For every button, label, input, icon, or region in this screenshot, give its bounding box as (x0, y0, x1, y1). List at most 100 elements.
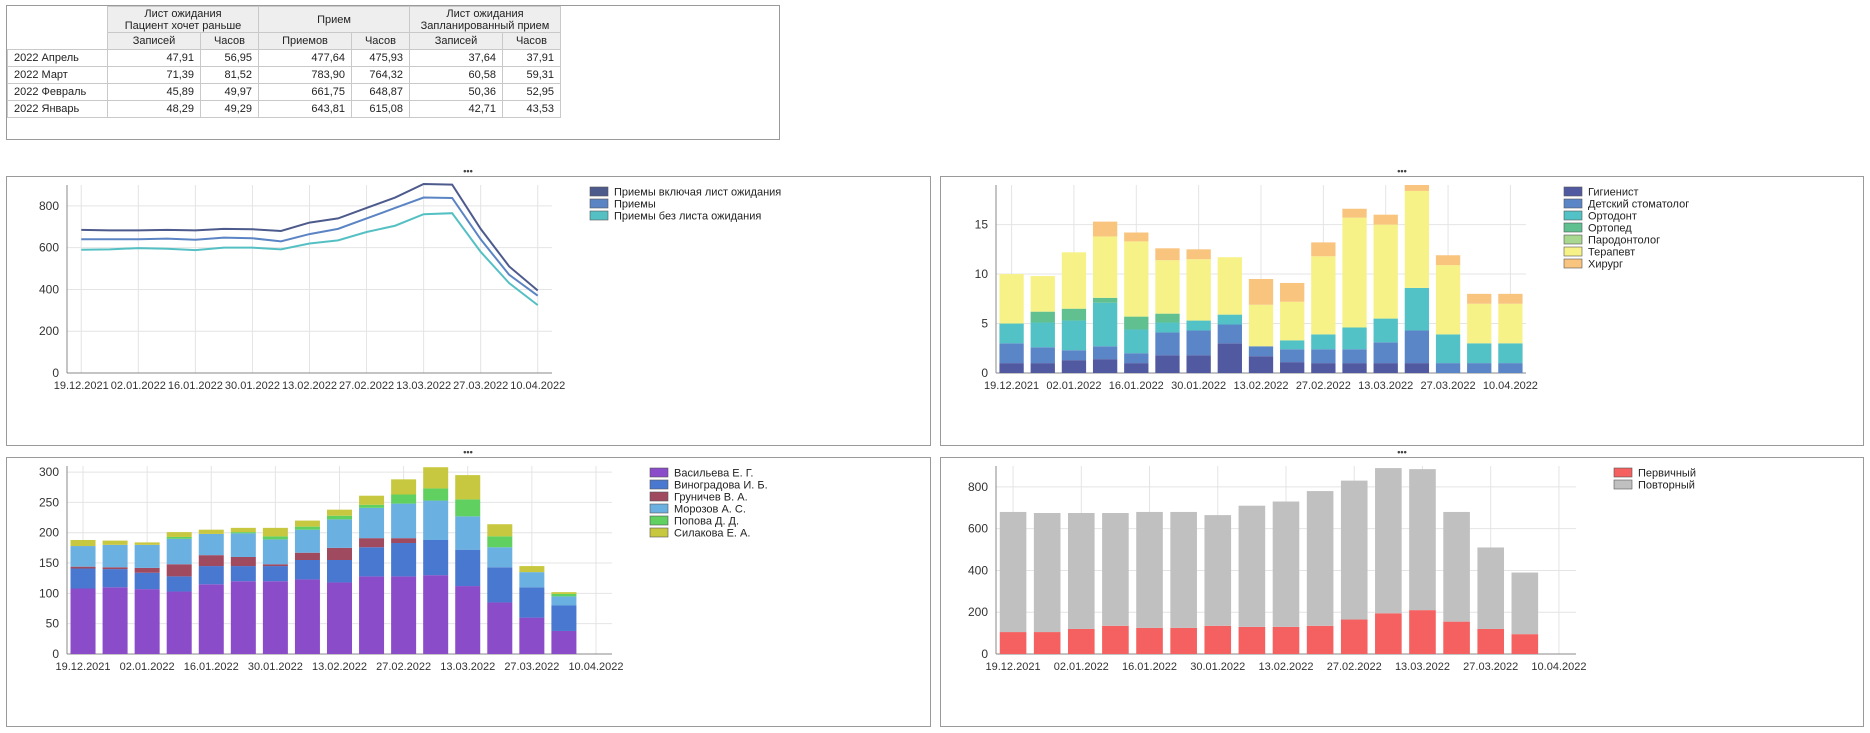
column-header[interactable]: Часов (351, 32, 410, 50)
bar-segment (166, 591, 192, 654)
x-tick-label: 19.12.2021 (54, 380, 109, 392)
bar-segment (1124, 316, 1149, 330)
legend-swatch (649, 467, 669, 478)
bar-segment (1092, 359, 1118, 373)
bar-segment (262, 566, 288, 582)
bar-segment (423, 539, 449, 576)
splitter-handle[interactable]: ••• (463, 166, 473, 176)
legend-label: Гигиенист (1588, 187, 1639, 199)
x-tick-label: 19.12.2021 (986, 661, 1041, 673)
x-tick-label: 27.03.2022 (1421, 380, 1476, 392)
bar-segment (294, 529, 320, 553)
bar-segment (551, 592, 577, 594)
column-header[interactable]: Записей (107, 32, 201, 50)
appointments-line-chart: 0 200 400 600 800 19.12.2021 02.01.2022 16.01.2… (39, 182, 781, 392)
legend-label: Попова Д. Д. (674, 516, 739, 528)
table-cell: 56,95 (200, 49, 259, 67)
bar-segment (359, 576, 385, 654)
bar-segment (198, 566, 224, 585)
x-tick-label: 16.01.2022 (184, 661, 239, 673)
legend-label: Приемы включая лист ожидания (614, 187, 781, 199)
series-line (81, 182, 539, 292)
bar-segment (1248, 279, 1274, 305)
y-tick-label: 200 (39, 526, 59, 540)
column-header[interactable]: Часов (200, 32, 259, 50)
splitter-handle[interactable]: ••• (1397, 447, 1407, 457)
bar-segment (70, 588, 96, 654)
x-tick-label: 02.01.2022 (120, 661, 175, 673)
x-tick-label: 13.02.2022 (312, 661, 367, 673)
bar-segment (1102, 625, 1129, 654)
x-tick-label: 13.02.2022 (282, 380, 337, 392)
y-tick-label: 300 (39, 465, 59, 479)
bar-segment (1498, 363, 1523, 373)
bar-segment (455, 499, 481, 517)
row-label: 2022 Апрель (7, 49, 108, 67)
legend-swatch (649, 515, 669, 526)
bar-segment (294, 520, 320, 527)
bar-segment (1186, 330, 1211, 356)
legend-label: Детский стоматолог (1588, 199, 1689, 211)
group-header-appointment: Прием (258, 6, 410, 33)
row-label: 2022 Февраль (7, 83, 108, 101)
table-group-header-row: Лист ожидания Пациент хочет раньше Прием… (7, 6, 561, 50)
bar-segment (551, 593, 577, 597)
bar-segment (1272, 626, 1300, 654)
x-tick-label: 27.03.2022 (504, 661, 559, 673)
table-cell: 475,93 (351, 49, 410, 67)
column-header[interactable]: Часов (502, 32, 561, 50)
group-header-line: Прием (317, 13, 351, 26)
splitter-handle[interactable]: ••• (1397, 166, 1407, 176)
table-cell: 50,36 (409, 83, 503, 101)
bar-segment (1342, 217, 1367, 328)
legend-label: Повторный (1638, 480, 1695, 492)
legend-swatch (1563, 210, 1583, 221)
column-header[interactable]: Приемов (258, 32, 352, 50)
x-tick-label: 13.03.2022 (1395, 661, 1450, 673)
bar-segment (326, 547, 353, 560)
table-row[interactable]: 2022 Февраль 45,89 49,97 661,75 648,87 5… (7, 83, 561, 101)
bar-segment (1511, 634, 1539, 654)
x-tick-label: 02.01.2022 (111, 380, 166, 392)
bar-segment (1498, 293, 1523, 304)
column-header[interactable]: Записей (409, 32, 503, 50)
bar-segment (1124, 329, 1149, 354)
bar-segment (1373, 224, 1398, 319)
legend-label: Первичный (1638, 468, 1696, 480)
y-tick-label: 600 (39, 241, 59, 255)
bar-segment (1311, 242, 1336, 257)
bar-segment (519, 566, 545, 573)
bar-segment (1061, 320, 1087, 351)
bar-segment (1092, 236, 1118, 298)
table-cell: 47,91 (107, 49, 201, 67)
bar-segment (230, 527, 256, 533)
y-tick-label: 800 (39, 199, 59, 213)
bar-segment (1311, 363, 1336, 373)
bar-segment (359, 495, 385, 505)
bar-segment (551, 596, 577, 606)
bar-segment (70, 546, 96, 567)
bar-segment (1272, 501, 1300, 627)
bar-segment (326, 509, 353, 516)
table-row[interactable]: 2022 Январь 48,29 49,29 643,81 615,08 42… (7, 100, 561, 118)
splitter-handle[interactable]: ••• (463, 447, 473, 457)
table-row[interactable]: 2022 Март 71,39 81,52 783,90 764,32 60,5… (7, 66, 561, 84)
y-tick-label: 15 (975, 218, 989, 232)
bar-segment (102, 540, 128, 545)
table-cell: 477,64 (258, 49, 352, 67)
bar-segment (70, 539, 96, 547)
bar-segment (999, 511, 1027, 633)
legend-label: Ортопед (1588, 223, 1632, 235)
table-row[interactable]: 2022 Апрель 47,91 56,95 477,64 475,93 37… (7, 49, 561, 67)
gridlines (67, 185, 552, 374)
bar-segment (1498, 343, 1523, 364)
y-tick-label: 0 (981, 647, 988, 661)
bar-segment (1280, 362, 1305, 373)
bar-segment (1155, 355, 1180, 373)
table-cell: 648,87 (351, 83, 410, 101)
group-header-waitlist-planned: Лист ожидания Запланированный прием (409, 6, 561, 33)
table-cell: 59,31 (502, 66, 561, 84)
bar-segment (1375, 468, 1402, 614)
bar-segment (262, 581, 288, 654)
bar-segment (1373, 214, 1398, 225)
